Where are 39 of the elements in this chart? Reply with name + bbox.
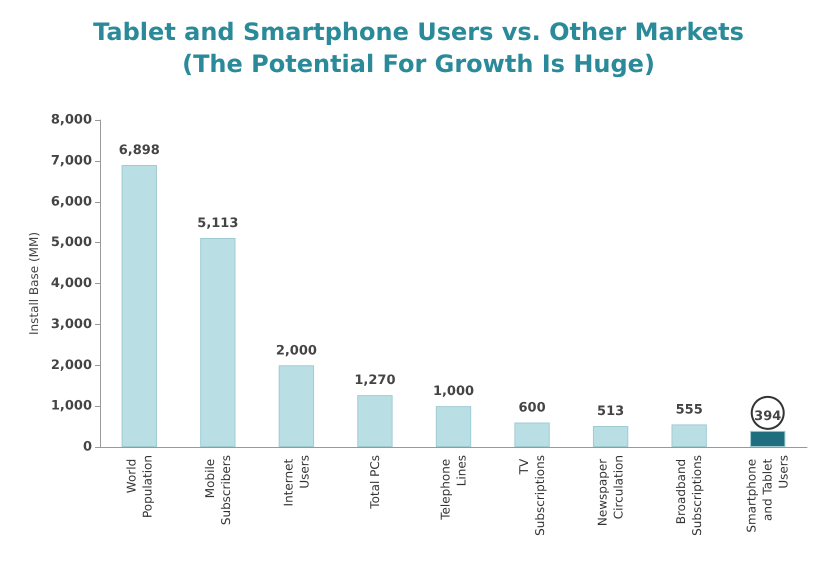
data-label: 1,270 (354, 373, 396, 388)
y-tick-label: 0 (82, 440, 92, 454)
x-tick-label: Telephone Lines (438, 455, 468, 521)
x-tick-label: Mobile Subscribers (202, 455, 233, 526)
bar (514, 422, 550, 447)
y-tick-label: 2,000 (50, 358, 92, 373)
data-label: 6,898 (118, 143, 160, 158)
x-tick-label: Internet Users (281, 455, 312, 506)
y-tick-label: 7,000 (50, 153, 92, 168)
y-axis-title: Install Base (MM) (26, 232, 41, 336)
data-label: 2,000 (276, 343, 317, 358)
y-tick-label: 4,000 (50, 276, 92, 291)
bar (122, 165, 157, 447)
bar (357, 395, 393, 447)
x-tick-label: TV Subscriptions (517, 455, 548, 536)
data-label: 555 (676, 402, 703, 418)
data-label: 513 (597, 404, 624, 420)
y-tick-label: 3,000 (50, 316, 92, 332)
data-label: 394 (754, 408, 782, 424)
bar (278, 365, 314, 447)
y-tick-label: 8,000 (50, 112, 92, 128)
data-label: 600 (518, 400, 546, 416)
x-tick-label: Newspaper Circulation (596, 455, 626, 526)
x-tick-label: Total PCs (368, 455, 382, 510)
bar (592, 426, 628, 447)
x-tick-label: Broadband Subscriptions (674, 455, 704, 536)
bar (200, 238, 236, 447)
chart-title: Tablet and Smartphone Users vs. Other Markets (93, 18, 744, 46)
bar (436, 406, 472, 447)
bar (750, 430, 786, 447)
bar (671, 424, 707, 447)
x-tick-label: World Population (124, 455, 154, 518)
y-tick-label: 5,000 (50, 235, 92, 250)
y-tick-label: 6,000 (50, 194, 92, 210)
data-label: 5,113 (197, 216, 238, 232)
data-label: 1,000 (432, 384, 474, 400)
y-tick-label: 1,000 (50, 398, 92, 414)
chart-subtitle: (The Potential For Growth Is Huge) (182, 50, 655, 78)
x-tick-label: Smartphone and Tablet Users (744, 455, 791, 533)
